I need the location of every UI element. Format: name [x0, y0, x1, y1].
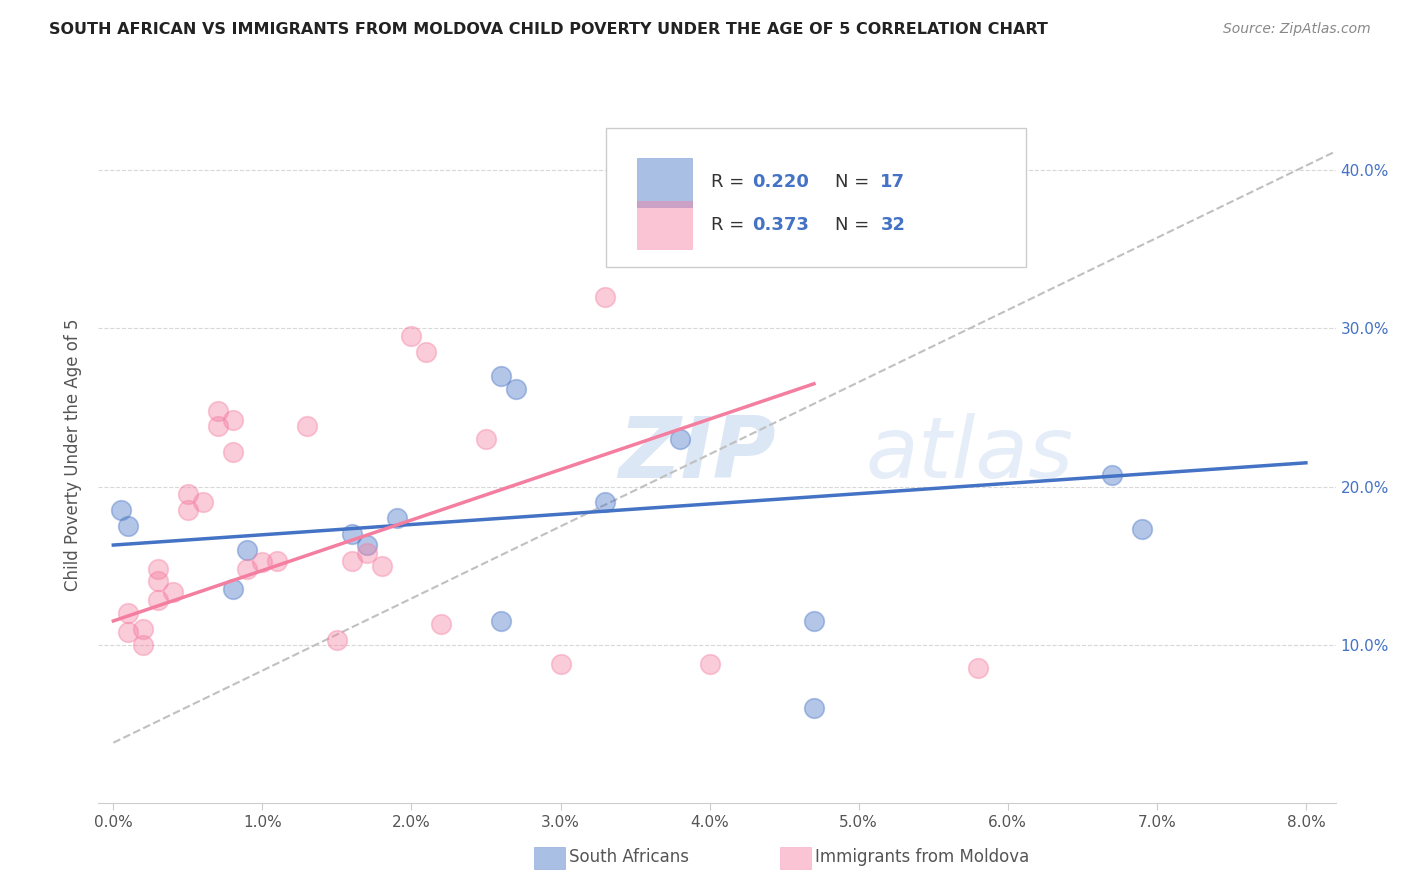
Text: Immigrants from Moldova: Immigrants from Moldova — [815, 848, 1029, 866]
Point — [146, 562, 169, 576]
Y-axis label: Child Poverty Under the Age of 5: Child Poverty Under the Age of 5 — [65, 318, 83, 591]
Text: N =: N = — [835, 216, 875, 234]
Point — [356, 546, 378, 560]
Point — [550, 657, 572, 671]
Point — [110, 503, 132, 517]
Point — [593, 495, 616, 509]
Point — [787, 227, 810, 241]
Point — [326, 632, 349, 647]
Point — [132, 638, 155, 652]
Text: atlas: atlas — [866, 413, 1074, 497]
Point — [146, 593, 169, 607]
Point — [340, 527, 363, 541]
Point — [266, 554, 288, 568]
Text: R =: R = — [711, 216, 749, 234]
Point — [967, 661, 990, 675]
Text: 0.373: 0.373 — [752, 216, 808, 234]
Text: Source: ZipAtlas.com: Source: ZipAtlas.com — [1223, 22, 1371, 37]
Point — [773, 235, 796, 249]
Text: SOUTH AFRICAN VS IMMIGRANTS FROM MOLDOVA CHILD POVERTY UNDER THE AGE OF 5 CORREL: SOUTH AFRICAN VS IMMIGRANTS FROM MOLDOVA… — [49, 22, 1047, 37]
Point — [430, 617, 453, 632]
Point — [385, 511, 408, 525]
Text: 17: 17 — [880, 173, 905, 192]
Text: South Africans: South Africans — [569, 848, 689, 866]
Point — [146, 574, 169, 589]
Point — [356, 538, 378, 552]
Text: 0.220: 0.220 — [752, 173, 808, 192]
Text: N =: N = — [835, 173, 875, 192]
Point — [593, 290, 616, 304]
FancyBboxPatch shape — [606, 128, 1026, 267]
Point — [132, 622, 155, 636]
Point — [207, 403, 229, 417]
Point — [177, 503, 200, 517]
Point — [803, 614, 825, 628]
Point — [236, 562, 259, 576]
Point — [221, 444, 243, 458]
Point — [1130, 522, 1153, 536]
Point — [252, 556, 274, 570]
Point — [415, 345, 437, 359]
Point — [191, 495, 214, 509]
Point — [401, 329, 423, 343]
Point — [505, 382, 527, 396]
Text: ZIP: ZIP — [619, 413, 776, 497]
Point — [207, 419, 229, 434]
Point — [162, 585, 184, 599]
Point — [475, 432, 498, 446]
Point — [370, 558, 392, 573]
Point — [295, 419, 318, 434]
Point — [221, 582, 243, 597]
Point — [340, 554, 363, 568]
FancyBboxPatch shape — [637, 201, 692, 250]
FancyBboxPatch shape — [637, 158, 692, 207]
Point — [699, 657, 721, 671]
Point — [117, 625, 139, 640]
Text: 32: 32 — [880, 216, 905, 234]
Point — [177, 487, 200, 501]
Point — [221, 413, 243, 427]
Point — [236, 542, 259, 557]
Point — [1101, 468, 1123, 483]
Point — [117, 606, 139, 620]
Point — [489, 368, 512, 383]
Text: R =: R = — [711, 173, 749, 192]
Point — [489, 614, 512, 628]
Point — [803, 701, 825, 715]
Point — [117, 519, 139, 533]
Point — [668, 432, 690, 446]
